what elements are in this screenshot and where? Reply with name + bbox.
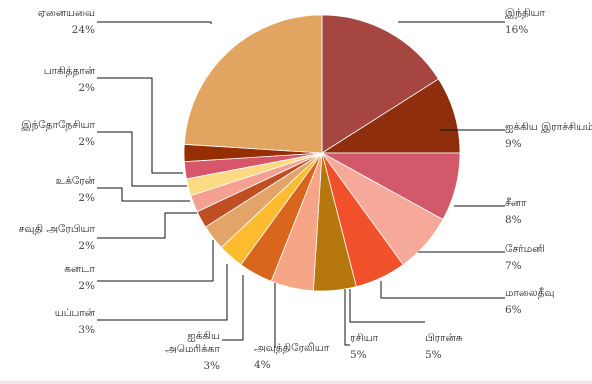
slice-label-9-line-1: ஐக்கிய: [187, 330, 220, 342]
slice-value-9: 3%: [203, 360, 220, 372]
leader-line-15: [97, 77, 183, 174]
leader-line-7: [349, 289, 425, 323]
slice-value-15: 2%: [78, 82, 95, 94]
slice-label-6: ரசியா: [350, 332, 379, 344]
slice-value-3: 8%: [505, 214, 522, 226]
slice-label-9-line-2: அமெரிக்கா: [165, 343, 220, 355]
slice-label-15: பாகித்தான்: [44, 65, 96, 77]
slice-value-11: 2%: [78, 280, 95, 292]
slice-label-16: ஏனையவை: [38, 7, 95, 19]
pie-slice-16: [183, 14, 323, 154]
leader-line-5: [380, 281, 505, 299]
slice-value-6: 5%: [350, 349, 367, 361]
slice-label-5: மாலைதீவு: [505, 287, 554, 299]
slice-value-13: 2%: [78, 192, 95, 204]
slice-label-3: சீனா: [505, 197, 527, 209]
slice-value-10: 3%: [78, 324, 95, 336]
slice-value-5: 6%: [505, 304, 522, 316]
slice-labels: இந்தியா 16% ஐக்கிய இராச்சியம் 9% சீனா 8% சேர்ம…: [19, 7, 592, 372]
pie-slice-1: [321, 14, 440, 154]
slice-label-14: இந்தோநேசியா: [21, 119, 95, 131]
slice-label-11: கனடா: [64, 263, 95, 275]
leader-line-14: [97, 131, 187, 187]
slice-label-2: ஐக்கிய இராச்சியம்: [505, 121, 592, 133]
slice-value-2: 9%: [505, 138, 522, 150]
pie-slices: [183, 14, 461, 292]
slice-value-8: 4%: [254, 359, 271, 371]
leader-line-13: [97, 187, 190, 202]
leader-line-10: [97, 264, 228, 321]
bottom-border: [0, 381, 592, 384]
slice-value-1: 16%: [505, 24, 528, 36]
slice-label-7: பிரான்சு: [425, 332, 463, 344]
leader-line-16: [97, 21, 212, 24]
slice-value-7: 5%: [425, 349, 442, 361]
leader-line-6: [344, 289, 350, 346]
leader-lines: [97, 21, 505, 348]
slice-label-4: சேர்மனி: [505, 243, 545, 255]
slice-value-14: 2%: [78, 136, 95, 148]
slice-value-4: 7%: [505, 260, 522, 272]
slice-label-13: உக்ரேன்: [56, 175, 96, 187]
leader-line-9: [222, 275, 244, 341]
slice-label-12: சவுதி அரேபியா: [19, 223, 96, 235]
slice-label-1: இந்தியா: [505, 7, 546, 19]
slice-label-8: அவுத்திரேலியா: [254, 342, 330, 354]
slice-value-16: 24%: [72, 24, 95, 36]
leader-line-11: [97, 240, 214, 282]
slice-label-10: யப்பான்: [55, 307, 96, 319]
slice-value-12: 2%: [78, 240, 95, 252]
leader-line-12: [97, 212, 197, 239]
